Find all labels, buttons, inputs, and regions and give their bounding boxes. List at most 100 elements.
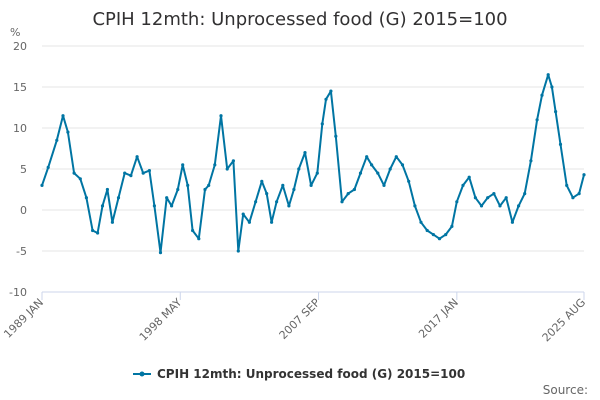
data-point[interactable]: [498, 204, 502, 208]
data-point[interactable]: [546, 73, 550, 77]
data-point[interactable]: [461, 183, 465, 187]
data-point[interactable]: [558, 142, 563, 146]
data-point[interactable]: [275, 200, 279, 204]
data-point[interactable]: [270, 220, 274, 224]
data-point[interactable]: [473, 196, 477, 200]
data-point[interactable]: [352, 187, 356, 192]
data-point[interactable]: [540, 93, 544, 97]
data-point[interactable]: [571, 196, 575, 200]
data-point[interactable]: [376, 171, 380, 175]
data-point[interactable]: [437, 237, 442, 241]
y-tick-label: 15: [13, 81, 27, 94]
data-point[interactable]: [303, 151, 307, 155]
data-point[interactable]: [91, 228, 95, 233]
data-point[interactable]: [419, 220, 423, 224]
data-point[interactable]: [55, 138, 59, 142]
data-point[interactable]: [225, 167, 229, 171]
data-point[interactable]: [260, 179, 264, 183]
data-point[interactable]: [110, 220, 114, 224]
data-point[interactable]: [203, 187, 207, 192]
data-point[interactable]: [186, 183, 190, 187]
data-point[interactable]: [407, 179, 411, 183]
data-point[interactable]: [181, 163, 185, 167]
data-point[interactable]: [207, 183, 211, 187]
data-point[interactable]: [486, 196, 490, 200]
data-point[interactable]: [370, 163, 374, 167]
data-point[interactable]: [61, 114, 65, 118]
data-point[interactable]: [340, 200, 344, 204]
data-point[interactable]: [219, 114, 223, 118]
data-point[interactable]: [450, 224, 454, 228]
data-point[interactable]: [129, 174, 133, 178]
data-point[interactable]: [100, 204, 105, 208]
data-point[interactable]: [254, 200, 258, 204]
data-point[interactable]: [135, 155, 139, 159]
data-point[interactable]: [84, 196, 88, 200]
data-point[interactable]: [517, 204, 521, 208]
data-point[interactable]: [170, 204, 174, 208]
data-point[interactable]: [116, 196, 121, 200]
data-point[interactable]: [492, 192, 496, 196]
data-point[interactable]: [535, 118, 539, 122]
data-point[interactable]: [413, 204, 417, 208]
data-point[interactable]: [292, 187, 296, 192]
data-point[interactable]: [72, 171, 76, 175]
data-point[interactable]: [510, 220, 514, 224]
data-point[interactable]: [309, 183, 313, 187]
data-point[interactable]: [334, 134, 338, 138]
data-point[interactable]: [46, 165, 50, 169]
data-point[interactable]: [297, 167, 301, 171]
y-tick-label: -5: [16, 245, 27, 258]
data-point[interactable]: [287, 204, 291, 208]
data-point[interactable]: [550, 85, 554, 89]
data-point[interactable]: [236, 249, 240, 253]
data-point[interactable]: [382, 183, 386, 187]
data-point[interactable]: [529, 159, 533, 163]
data-point[interactable]: [425, 228, 429, 233]
data-point[interactable]: [320, 122, 324, 126]
data-point[interactable]: [123, 171, 127, 175]
data-point[interactable]: [365, 155, 369, 159]
data-point[interactable]: [78, 177, 82, 181]
data-point[interactable]: [213, 163, 217, 167]
data-point[interactable]: [165, 196, 169, 200]
data-point[interactable]: [152, 204, 156, 208]
data-point[interactable]: [400, 163, 405, 167]
data-point[interactable]: [554, 110, 558, 114]
data-point[interactable]: [96, 231, 100, 235]
data-point[interactable]: [431, 233, 435, 237]
x-tick-label: 1989 JAN: [1, 296, 46, 341]
data-point[interactable]: [241, 212, 245, 216]
data-point[interactable]: [141, 171, 145, 175]
data-point[interactable]: [315, 171, 319, 175]
data-point[interactable]: [388, 167, 392, 171]
data-point[interactable]: [346, 192, 350, 196]
data-point[interactable]: [504, 196, 508, 200]
data-point[interactable]: [158, 251, 163, 255]
data-point[interactable]: [444, 233, 448, 237]
data-point[interactable]: [324, 97, 328, 101]
data-point[interactable]: [197, 237, 201, 241]
data-point[interactable]: [40, 183, 44, 187]
data-point[interactable]: [247, 220, 251, 224]
data-point[interactable]: [565, 183, 569, 187]
data-point[interactable]: [582, 173, 586, 177]
data-point[interactable]: [281, 183, 285, 187]
legend[interactable]: CPIH 12mth: Unprocessed food (G) 2015=10…: [133, 367, 465, 381]
data-point[interactable]: [455, 200, 459, 204]
data-point[interactable]: [66, 130, 70, 134]
data-point[interactable]: [467, 175, 471, 179]
data-point[interactable]: [265, 192, 269, 196]
data-point[interactable]: [479, 204, 484, 208]
data-point[interactable]: [176, 187, 180, 192]
data-point[interactable]: [329, 89, 333, 93]
data-point[interactable]: [358, 171, 363, 175]
data-point[interactable]: [105, 187, 109, 192]
data-point[interactable]: [394, 155, 398, 159]
chart-title: CPIH 12mth: Unprocessed food (G) 2015=10…: [92, 9, 507, 30]
data-point[interactable]: [577, 192, 581, 196]
data-point[interactable]: [191, 228, 195, 233]
data-point[interactable]: [523, 192, 527, 196]
data-point[interactable]: [231, 159, 235, 163]
data-point[interactable]: [147, 169, 151, 173]
